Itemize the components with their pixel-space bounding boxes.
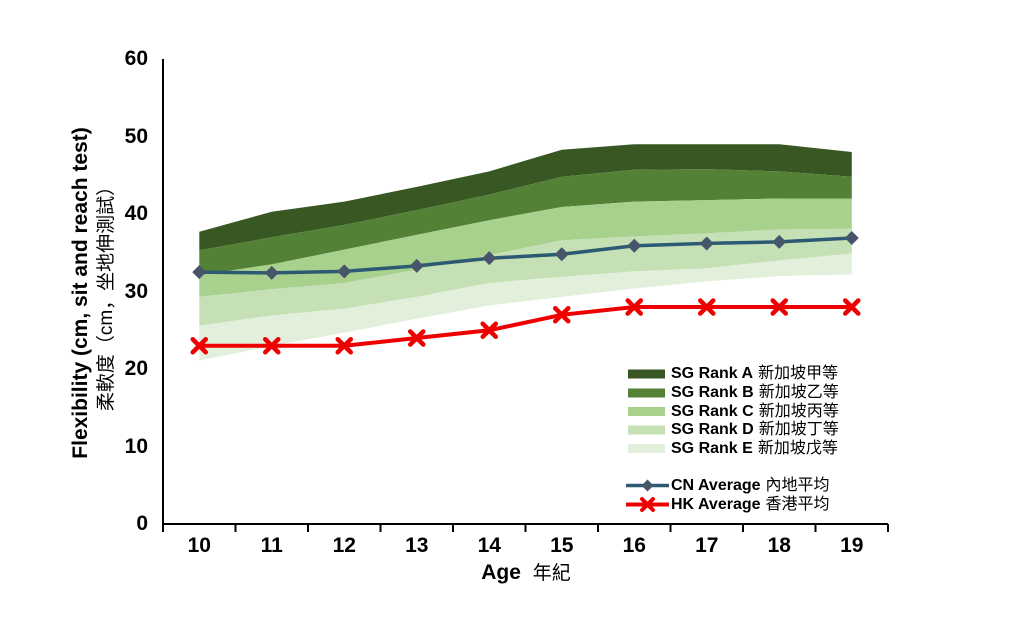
legend-item-sg-rank-b: SG Rank B 新加坡乙等	[671, 383, 839, 403]
marker-diamond-icon	[554, 247, 569, 262]
legend-item-sg-rank-e-en: SG Rank E	[671, 439, 753, 457]
marker-diamond-icon	[192, 265, 207, 280]
marker-x-icon	[770, 298, 788, 316]
marker-x-icon	[190, 337, 208, 355]
legend-item-cn-average: CN Average 內地平均	[671, 476, 830, 496]
y-tick-label: 10	[124, 434, 148, 458]
x-tick-label: 13	[405, 534, 429, 557]
x-axis-title-zh: 年紀	[532, 563, 571, 584]
legend-item-hk-average-zh: 香港平均	[765, 495, 830, 513]
line-cn-average	[199, 236, 852, 275]
marker-diamond-icon	[409, 258, 424, 273]
x-tick-label: 14	[477, 534, 501, 557]
y-tick-label: 60	[124, 47, 148, 70]
y-tick-label: 30	[124, 279, 148, 303]
legend-item-sg-rank-e-zh: 新加坡戊等	[757, 439, 838, 457]
y-tick-label: 0	[136, 512, 148, 535]
marker-diamond-icon	[844, 231, 859, 246]
band-sg-rank-b	[199, 169, 852, 276]
x-tick-label: 11	[260, 534, 283, 557]
legend-item-sg-rank-d-en: SG Rank D	[671, 421, 754, 438]
x-tick-label: 12	[332, 534, 356, 557]
legend-swatch-sg-rank-b	[628, 388, 665, 398]
x-tick-label: 15	[550, 534, 574, 557]
marker-x-icon	[263, 337, 281, 355]
legend-item-hk-average: HK Average 香港平均	[671, 495, 830, 515]
x-tick-label: 18	[767, 534, 791, 557]
x-tick-label: 16	[622, 534, 646, 557]
marker-x-icon	[843, 298, 861, 316]
y-tick-label: 50	[124, 124, 148, 148]
marker-diamond-icon	[482, 251, 497, 266]
marker-x-icon	[625, 298, 643, 316]
legend-item-hk-average-en: HK Average	[671, 495, 761, 513]
legend-swatch-sg-rank-c	[628, 407, 665, 416]
marker-diamond-icon	[699, 236, 714, 251]
x-axis-title: Age 年紀	[375, 560, 677, 587]
legend-item-sg-rank-c-zh: 新加坡丙等	[758, 402, 839, 420]
marker-diamond-icon	[337, 264, 352, 279]
legend-item-sg-rank-d: SG Rank D 新加坡丁等	[671, 420, 839, 440]
marker-x-icon	[408, 329, 426, 347]
legend-item-sg-rank-b-zh: 新加坡乙等	[758, 384, 839, 401]
band-sg-rank-d	[199, 228, 852, 326]
x-axis-title-en: Age	[481, 561, 521, 584]
band-sg-rank-a	[199, 144, 852, 251]
legend-swatch-sg-rank-a	[628, 369, 665, 379]
legend-item-sg-rank-b-en: SG Rank B	[671, 384, 754, 401]
legend-item-sg-rank-a-en: SG Rank A	[671, 365, 754, 382]
legend-item-sg-rank-c-en: SG Rank C	[671, 402, 754, 420]
legend-swatch-sg-rank-d	[628, 425, 665, 435]
marker-diamond-icon	[772, 234, 787, 249]
legend-item-cn-average-zh: 內地平均	[765, 476, 830, 494]
legend-marker-diamond-icon	[641, 479, 654, 492]
y-tick-label: 20	[124, 357, 148, 380]
legend-item-sg-rank-a: SG Rank A 新加坡甲等	[671, 364, 838, 384]
marker-x-icon	[553, 306, 571, 324]
legend-item-sg-rank-c: SG Rank C 新加坡丙等	[671, 402, 839, 422]
legend-item-sg-rank-a-zh: 新加坡甲等	[758, 365, 839, 382]
band-sg-rank-c	[199, 198, 852, 297]
marker-x-icon	[335, 337, 353, 355]
line-hk-average	[199, 305, 852, 348]
x-tick-label: 19	[840, 534, 864, 557]
marker-diamond-icon	[264, 265, 279, 280]
legend-item-sg-rank-d-zh: 新加坡丁等	[758, 421, 839, 438]
band-sg-rank-e	[199, 253, 852, 361]
marker-x-icon	[480, 321, 498, 339]
marker-x-icon	[698, 298, 716, 316]
x-tick-label: 17	[695, 534, 719, 557]
legend-item-sg-rank-e: SG Rank E 新加坡戊等	[671, 439, 838, 459]
y-tick-label: 40	[124, 202, 148, 225]
marker-diamond-icon	[627, 238, 642, 253]
legend-marker-x-icon	[640, 497, 655, 512]
x-tick-label: 10	[187, 534, 211, 557]
legend-swatch-sg-rank-e	[628, 444, 665, 453]
legend-item-cn-average-en: CN Average	[671, 476, 761, 494]
